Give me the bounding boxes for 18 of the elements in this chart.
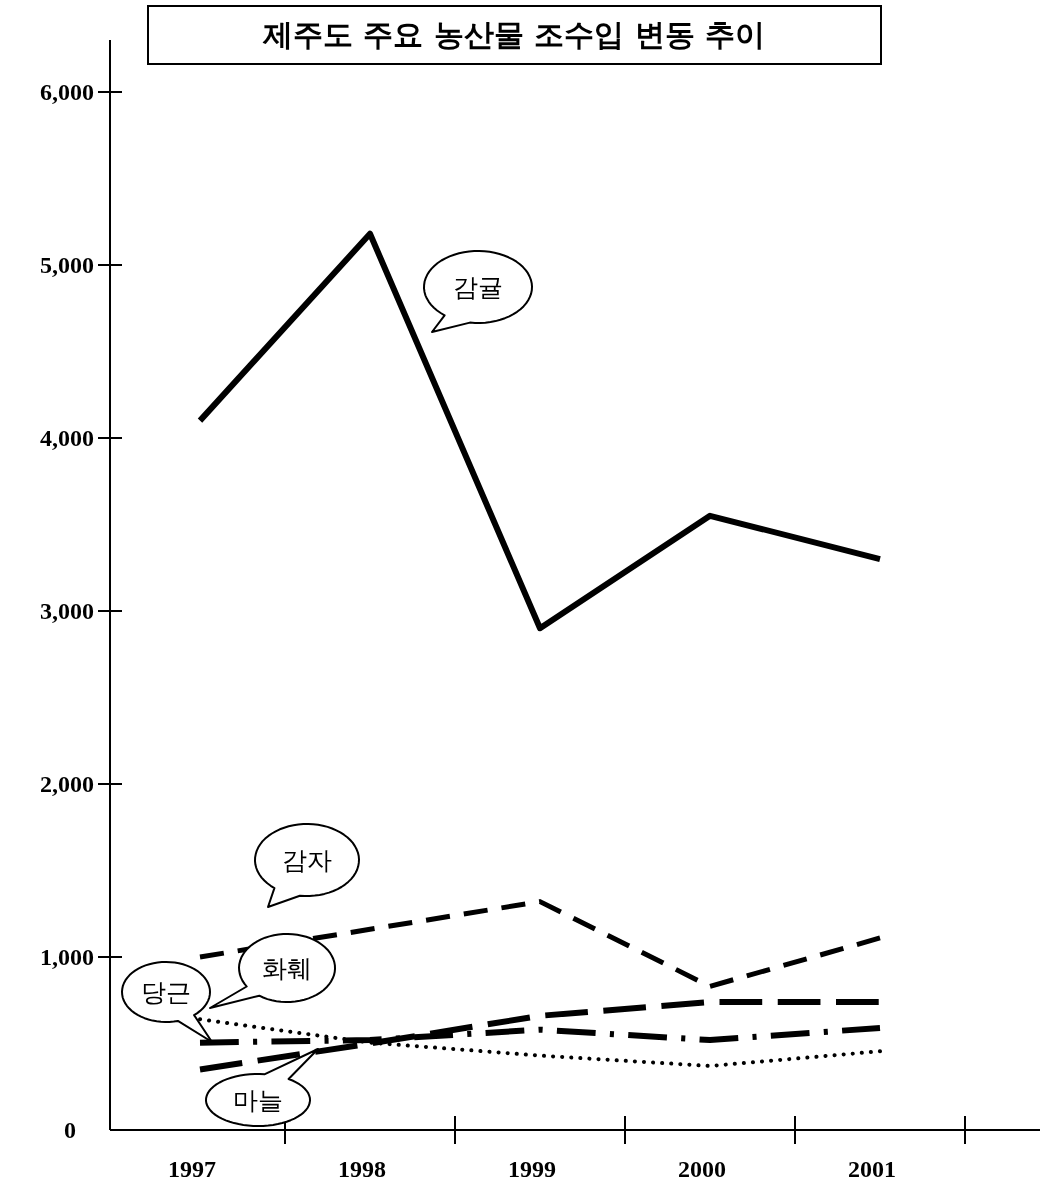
chart-title: 제주도 주요 농산물 조수입 변동 추이 [261, 17, 766, 52]
x-tick-label: 1998 [338, 1156, 386, 1182]
title: 제주도 주요 농산물 조수입 변동 추이 [147, 5, 882, 65]
y-tick-label: 2,000 [40, 770, 94, 797]
y-tick-label: 1,000 [40, 943, 94, 970]
series-label: 당근 [141, 978, 191, 1007]
y-tick-label: 6,000 [40, 78, 94, 105]
series-label: 감귤 [453, 273, 503, 302]
series-label: 화훼 [262, 954, 312, 983]
series-label: 마늘 [233, 1086, 283, 1115]
y-tick-label: 4,000 [40, 424, 94, 451]
y-tick-label: 5,000 [40, 251, 94, 278]
x-tick-label: 1999 [508, 1156, 556, 1182]
x-tick-label: 2000 [678, 1156, 726, 1182]
x-tick-label: 2001 [848, 1156, 896, 1182]
x-tick-label: 1997 [168, 1156, 216, 1182]
y-tick-label: 0 [64, 1117, 76, 1143]
y-tick-label: 3,000 [40, 597, 94, 624]
